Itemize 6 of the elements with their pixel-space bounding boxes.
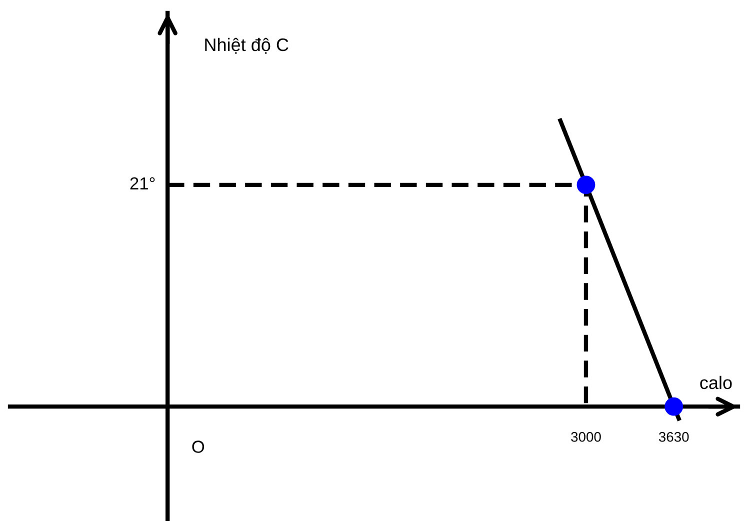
- y-axis-title: Nhiệt độ C: [205, 38, 288, 54]
- x-axis-title: calo: [700, 376, 732, 390]
- x-tick-label: 3000: [571, 432, 601, 442]
- text: O: [192, 440, 204, 453]
- annotation: 21°: [130, 177, 155, 190]
- x-tick-label: 3630: [658, 432, 689, 442]
